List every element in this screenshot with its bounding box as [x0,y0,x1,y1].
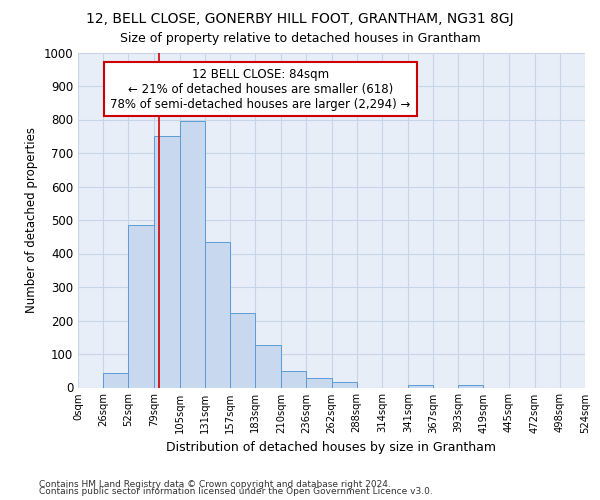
Bar [281,372,307,388]
Text: 12, BELL CLOSE, GONERBY HILL FOOT, GRANTHAM, NG31 8GJ: 12, BELL CLOSE, GONERBY HILL FOOT, GRANT… [86,12,514,26]
X-axis label: Distribution of detached houses by size in Grantham: Distribution of detached houses by size … [167,441,497,454]
Bar [230,314,255,388]
Bar [307,378,331,388]
Bar [103,374,128,388]
Bar [205,242,230,388]
Text: Size of property relative to detached houses in Grantham: Size of property relative to detached ho… [119,32,481,45]
Bar [408,385,433,388]
Bar [128,226,154,388]
Bar [179,120,205,388]
Bar [331,382,356,388]
Text: 12 BELL CLOSE: 84sqm
← 21% of detached houses are smaller (618)
78% of semi-deta: 12 BELL CLOSE: 84sqm ← 21% of detached h… [110,68,411,110]
Bar [255,345,281,388]
Bar [154,136,179,388]
Bar [458,385,484,388]
Text: Contains HM Land Registry data © Crown copyright and database right 2024.: Contains HM Land Registry data © Crown c… [39,480,391,489]
Text: Contains public sector information licensed under the Open Government Licence v3: Contains public sector information licen… [39,488,433,496]
Y-axis label: Number of detached properties: Number of detached properties [25,127,38,313]
